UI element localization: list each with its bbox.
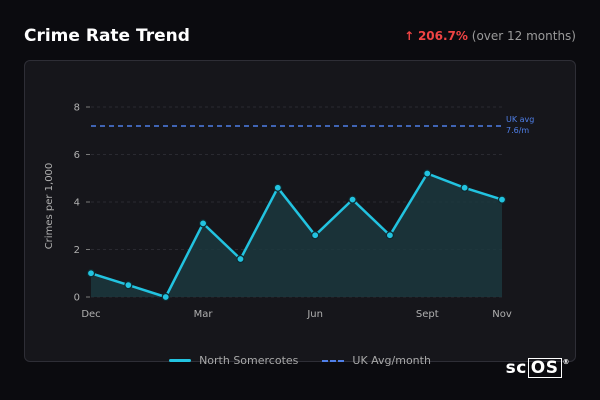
series-points: [86, 169, 507, 302]
x-tick-label: Mar: [194, 309, 214, 320]
data-point[interactable]: [124, 281, 133, 290]
data-point[interactable]: [460, 183, 469, 192]
data-point[interactable]: [423, 169, 432, 178]
y-tick-label: 8: [74, 103, 80, 114]
y-tick-label: 0: [74, 293, 80, 304]
legend-label-series: North Somercotes: [199, 354, 299, 367]
uk-average-value-label: 7.6/m: [506, 126, 529, 135]
y-tick-label: 6: [74, 150, 80, 161]
chart-title: Crime Rate Trend: [24, 26, 190, 46]
data-point[interactable]: [348, 195, 357, 204]
data-point[interactable]: [198, 219, 208, 228]
data-point[interactable]: [311, 231, 320, 240]
series-line: [90, 172, 503, 299]
legend-swatch-series: [169, 359, 192, 362]
up-arrow-icon: ↑: [404, 29, 415, 43]
x-tick-label: Sept: [416, 309, 439, 320]
x-tick-label: Dec: [81, 309, 100, 320]
change-percentage: 206.7%: [417, 29, 468, 43]
legend-item-reference[interactable]: UK Avg/month: [322, 354, 431, 367]
data-point[interactable]: [236, 254, 245, 264]
data-point[interactable]: [161, 292, 170, 302]
series-area: [91, 173, 502, 297]
y-axis-ticks: 0 2 4 6 8: [74, 103, 90, 304]
registered-mark: ®: [562, 358, 570, 366]
logo-boxed-text: OS: [527, 358, 562, 378]
legend-swatch-reference: [322, 359, 345, 362]
data-point[interactable]: [86, 269, 96, 278]
change-summary: ↑ 206.7% (over 12 months): [404, 29, 576, 43]
logo-text: sc: [505, 358, 527, 378]
change-note: (over 12 months): [471, 29, 576, 43]
scos-logo: sc OS ®: [506, 358, 570, 378]
uk-average-label: UK avg: [506, 115, 534, 124]
data-point[interactable]: [497, 195, 507, 204]
y-tick-label: 4: [74, 198, 80, 209]
x-tick-label: Nov: [492, 309, 512, 320]
x-tick-label: Jun: [306, 309, 323, 320]
x-axis-ticks: Dec Mar Jun Sept Nov: [81, 309, 512, 320]
legend-item-series[interactable]: North Somercotes: [169, 354, 298, 367]
data-point[interactable]: [273, 183, 282, 192]
chart-legend: North Somercotes UK Avg/month: [0, 354, 600, 367]
y-tick-label: 2: [74, 245, 80, 256]
legend-label-reference: UK Avg/month: [352, 354, 431, 367]
data-point[interactable]: [385, 231, 395, 240]
y-axis-label: Crimes per 1,000: [44, 163, 55, 250]
